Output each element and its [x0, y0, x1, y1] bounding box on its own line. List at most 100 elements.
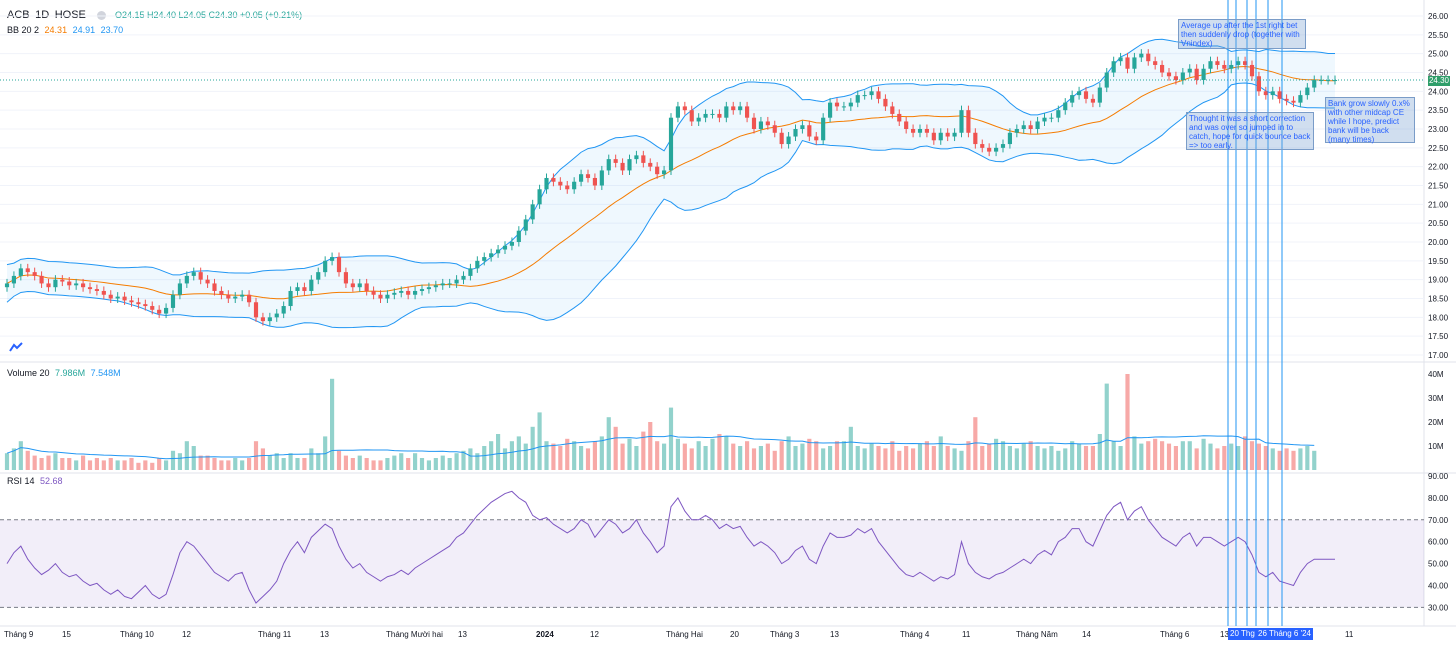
candle-body: [94, 289, 99, 291]
candle-body: [627, 159, 632, 171]
volume-legend[interactable]: Volume 20 7.986M 7.548M: [7, 368, 124, 378]
candle-body: [980, 144, 985, 148]
volume-bar: [323, 436, 328, 470]
rsi-tick-label: 90.00: [1428, 472, 1449, 481]
annotation-short-correction[interactable]: Thought it was a short correction and wa…: [1186, 112, 1314, 150]
volume-bar: [668, 407, 674, 470]
candle-body: [786, 136, 791, 145]
volume-bar: [184, 441, 189, 470]
volume-bar: [39, 458, 44, 470]
volume-bar: [1249, 441, 1255, 470]
candle-body: [834, 102, 840, 107]
volume-bar: [46, 455, 51, 470]
volume-bar: [1243, 436, 1248, 470]
candle-body: [1083, 91, 1089, 99]
candle-body: [357, 283, 362, 288]
volume-bar: [634, 446, 639, 470]
candle-body: [74, 283, 79, 286]
tradingview-logo[interactable]: [8, 340, 24, 354]
volume-bar: [143, 460, 148, 470]
rsi-tick-label: 60.00: [1428, 538, 1449, 547]
candle-body: [184, 275, 189, 284]
volume-bar: [157, 458, 162, 470]
candle-body: [924, 129, 929, 133]
volume-bar: [751, 448, 757, 470]
volume-bar: [745, 441, 750, 470]
volume-bar: [371, 460, 376, 470]
volume-bar: [1173, 446, 1178, 470]
volume-bar: [1014, 448, 1019, 470]
candle-body: [530, 204, 535, 220]
candle-body: [274, 313, 279, 318]
volume-bar: [786, 436, 791, 470]
volume-bar: [1236, 446, 1241, 470]
interval-label[interactable]: 1D: [35, 9, 50, 21]
volume-label: Volume 20: [7, 368, 50, 378]
volume-bar: [1125, 374, 1130, 470]
candle-body: [1215, 61, 1220, 65]
last-price-badge: 24.30: [1428, 76, 1450, 86]
volume-bar: [1222, 446, 1227, 470]
candle-body: [1063, 102, 1068, 111]
volume-bar: [959, 450, 964, 470]
volume-bar: [468, 448, 473, 470]
x-tick-label: Tháng 11: [258, 630, 292, 639]
candle-body: [821, 117, 826, 141]
rsi-legend[interactable]: RSI 14 52.68: [7, 476, 66, 486]
volume-bar: [558, 446, 563, 470]
volume-bar: [74, 460, 79, 470]
x-tick-label: 11: [1345, 630, 1354, 639]
candle-body: [862, 95, 867, 97]
volume-bar: [1166, 443, 1172, 470]
candle-body: [966, 110, 971, 133]
volume-bar: [717, 434, 722, 470]
volume-bar: [1270, 448, 1275, 470]
candle-body: [1326, 80, 1331, 82]
volume-bar: [198, 455, 203, 470]
candle-body: [364, 283, 369, 291]
candle-body: [371, 290, 376, 295]
x-tick-label: Tháng 10: [120, 630, 154, 639]
candle-body: [509, 242, 514, 246]
symbol-label[interactable]: ACB: [7, 9, 30, 21]
bb-middle-value: 24.31: [44, 25, 68, 35]
candle-body: [1277, 91, 1282, 99]
candle-body: [316, 272, 321, 280]
candle-body: [46, 283, 51, 288]
volume-bar: [496, 434, 501, 470]
candle-body: [1097, 87, 1102, 103]
candle-body: [413, 290, 418, 295]
candle-body: [1139, 53, 1144, 58]
candle-body: [952, 132, 957, 137]
candle-body: [502, 245, 508, 250]
candle-body: [1291, 100, 1296, 103]
volume-bar: [288, 453, 293, 470]
bb-legend[interactable]: BB 20 2 24.31 24.91 23.70: [7, 25, 126, 35]
candle-body: [855, 95, 860, 103]
annotation-average-up[interactable]: Average up after the 1st right bet then …: [1178, 19, 1306, 49]
volume-bar: [917, 443, 923, 470]
candle-body: [938, 132, 943, 141]
volume-tick-label: 10M: [1428, 442, 1444, 451]
volume-bar: [675, 438, 680, 470]
candle-body: [551, 177, 556, 182]
volume-bar: [1118, 446, 1123, 470]
candle-body: [392, 292, 397, 295]
candle-body: [475, 260, 480, 269]
price-tick-label: 25.50: [1428, 31, 1449, 40]
candle-body: [807, 125, 812, 137]
candle-body: [1270, 91, 1275, 96]
price-tick-label: 18.00: [1428, 313, 1449, 322]
candle-body: [1173, 76, 1178, 81]
volume-bar: [94, 458, 99, 470]
candle-body: [489, 253, 494, 258]
volume-bar: [260, 448, 265, 470]
candle-body: [1056, 110, 1061, 118]
candle-body: [973, 132, 978, 145]
annotation-bank-grow[interactable]: Bank grow slowly 0.x% with other midcap …: [1325, 97, 1415, 144]
candle-body: [1035, 121, 1040, 129]
volume-bar: [32, 455, 37, 470]
candle-body: [1180, 72, 1185, 81]
candle-body: [814, 136, 819, 141]
